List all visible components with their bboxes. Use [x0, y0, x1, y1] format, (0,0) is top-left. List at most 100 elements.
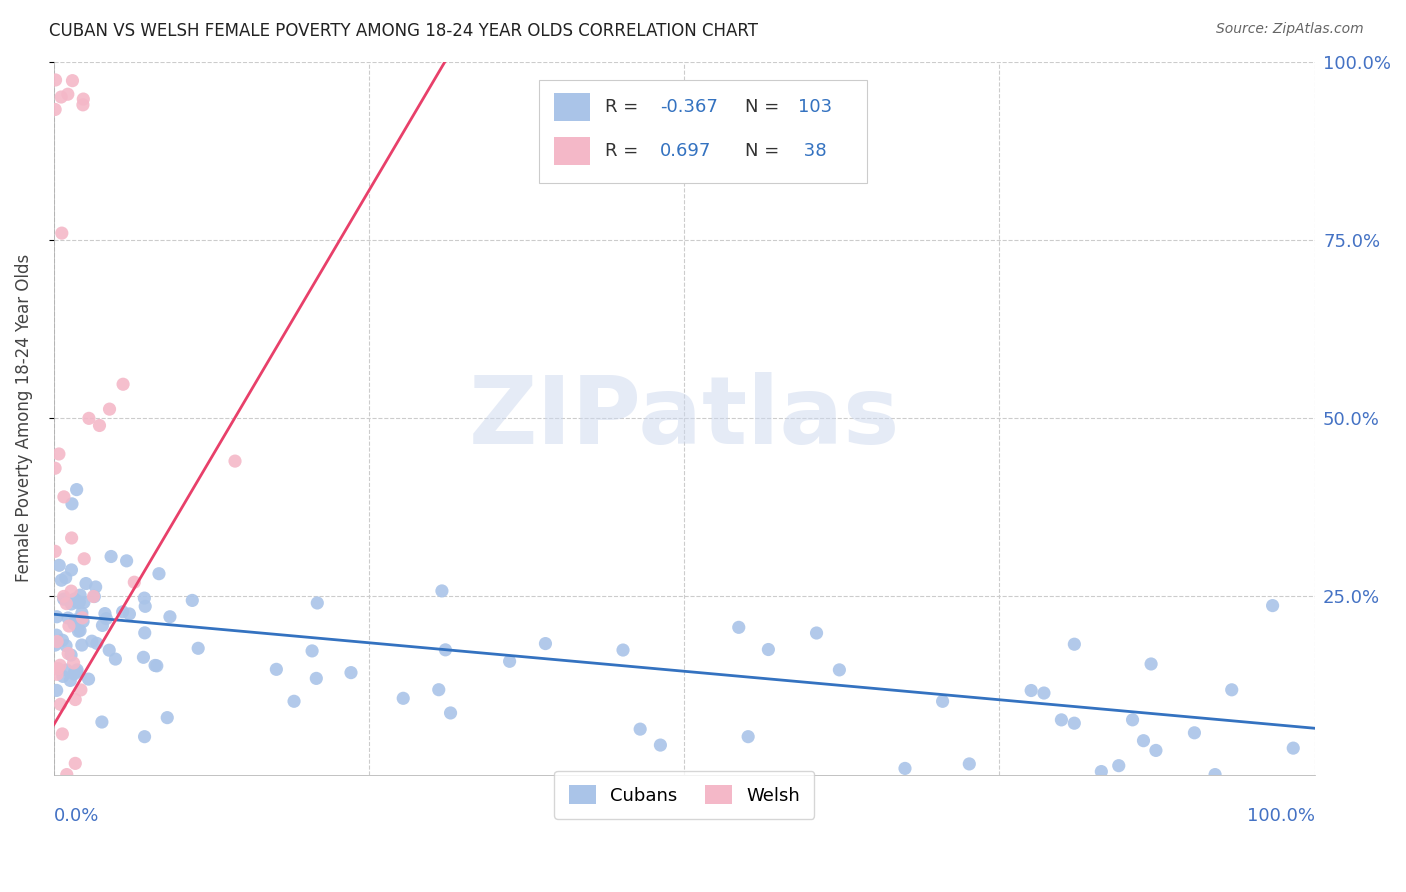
Text: N =: N = [745, 142, 790, 161]
Point [1033, 686, 1056, 700]
Point [82, 590, 104, 604]
Point [45, 683, 67, 698]
Point [1050, 713, 1073, 727]
Point [307, 596, 329, 610]
Point [91, 618, 114, 632]
Point [66, 663, 89, 677]
Point [44, 461, 66, 475]
Point [75, 576, 97, 591]
Point [134, 599, 156, 614]
Point [72, 615, 94, 629]
Point [301, 644, 323, 658]
Point [65, 665, 87, 679]
Point [72, 611, 94, 625]
Point [60, 563, 83, 577]
Point [73, 595, 96, 609]
Point [77, 672, 100, 686]
Point [60, 597, 83, 611]
Point [55, 597, 77, 611]
Point [434, 643, 457, 657]
Point [98, 402, 121, 417]
Point [84, 580, 107, 594]
Point [628, 722, 651, 736]
Point [1220, 682, 1243, 697]
Point [96, 611, 118, 625]
Point [181, 593, 204, 607]
Point [65, 613, 87, 627]
Text: R =: R = [605, 142, 650, 161]
Point [134, 625, 156, 640]
Point [49, 698, 72, 712]
Text: 0.0%: 0.0% [53, 806, 100, 824]
Point [266, 662, 288, 676]
Text: 0.697: 0.697 [661, 142, 711, 161]
Point [63, 667, 86, 681]
Point [77, 411, 100, 425]
Point [48, 447, 70, 461]
Point [806, 626, 828, 640]
Point [187, 641, 209, 656]
Point [52, 490, 75, 504]
Text: ZIPatlas: ZIPatlas [468, 372, 900, 465]
Point [55, 639, 77, 653]
Point [51, 90, 73, 104]
Point [56, 87, 79, 102]
Point [156, 711, 179, 725]
Point [55, 571, 77, 585]
Point [94, 607, 117, 621]
Point [70, 638, 93, 652]
Point [67, 595, 90, 609]
Point [73, 551, 96, 566]
Point [828, 663, 851, 677]
Point [83, 590, 105, 604]
Point [58, 619, 80, 633]
Point [1204, 767, 1226, 781]
Text: 38: 38 [797, 142, 827, 161]
Point [957, 756, 980, 771]
Point [56, 611, 79, 625]
Point [60, 584, 83, 599]
Point [118, 607, 141, 621]
Point [650, 738, 672, 752]
Point [65, 692, 87, 706]
Point [143, 658, 166, 673]
Point [51, 226, 73, 240]
Text: N =: N = [745, 98, 785, 116]
Text: 100.0%: 100.0% [1247, 806, 1315, 824]
Point [70, 606, 93, 620]
Point [55, 663, 77, 677]
Point [1140, 657, 1163, 671]
FancyBboxPatch shape [554, 93, 589, 121]
Point [1261, 599, 1284, 613]
Point [340, 665, 363, 680]
Point [148, 566, 170, 581]
Point [439, 706, 461, 720]
Point [1108, 758, 1130, 772]
Text: 103: 103 [797, 98, 832, 116]
Point [60, 648, 83, 662]
Point [63, 616, 86, 631]
Point [134, 730, 156, 744]
Point [80, 634, 103, 648]
Point [134, 591, 156, 606]
Y-axis label: Female Poverty Among 18-24 Year Olds: Female Poverty Among 18-24 Year Olds [15, 254, 32, 582]
Point [100, 549, 122, 564]
Point [931, 694, 953, 708]
Point [498, 654, 520, 668]
Point [98, 643, 121, 657]
Point [392, 691, 415, 706]
Point [49, 658, 72, 673]
Point [1090, 764, 1112, 779]
Point [63, 665, 86, 680]
Point [66, 483, 89, 497]
Point [51, 633, 73, 648]
Point [224, 454, 246, 468]
Point [46, 667, 69, 681]
Point [44, 544, 66, 558]
Point [89, 418, 111, 433]
Point [115, 554, 138, 568]
Point [48, 558, 70, 573]
Point [1282, 741, 1305, 756]
Point [52, 590, 75, 604]
FancyBboxPatch shape [540, 80, 868, 183]
